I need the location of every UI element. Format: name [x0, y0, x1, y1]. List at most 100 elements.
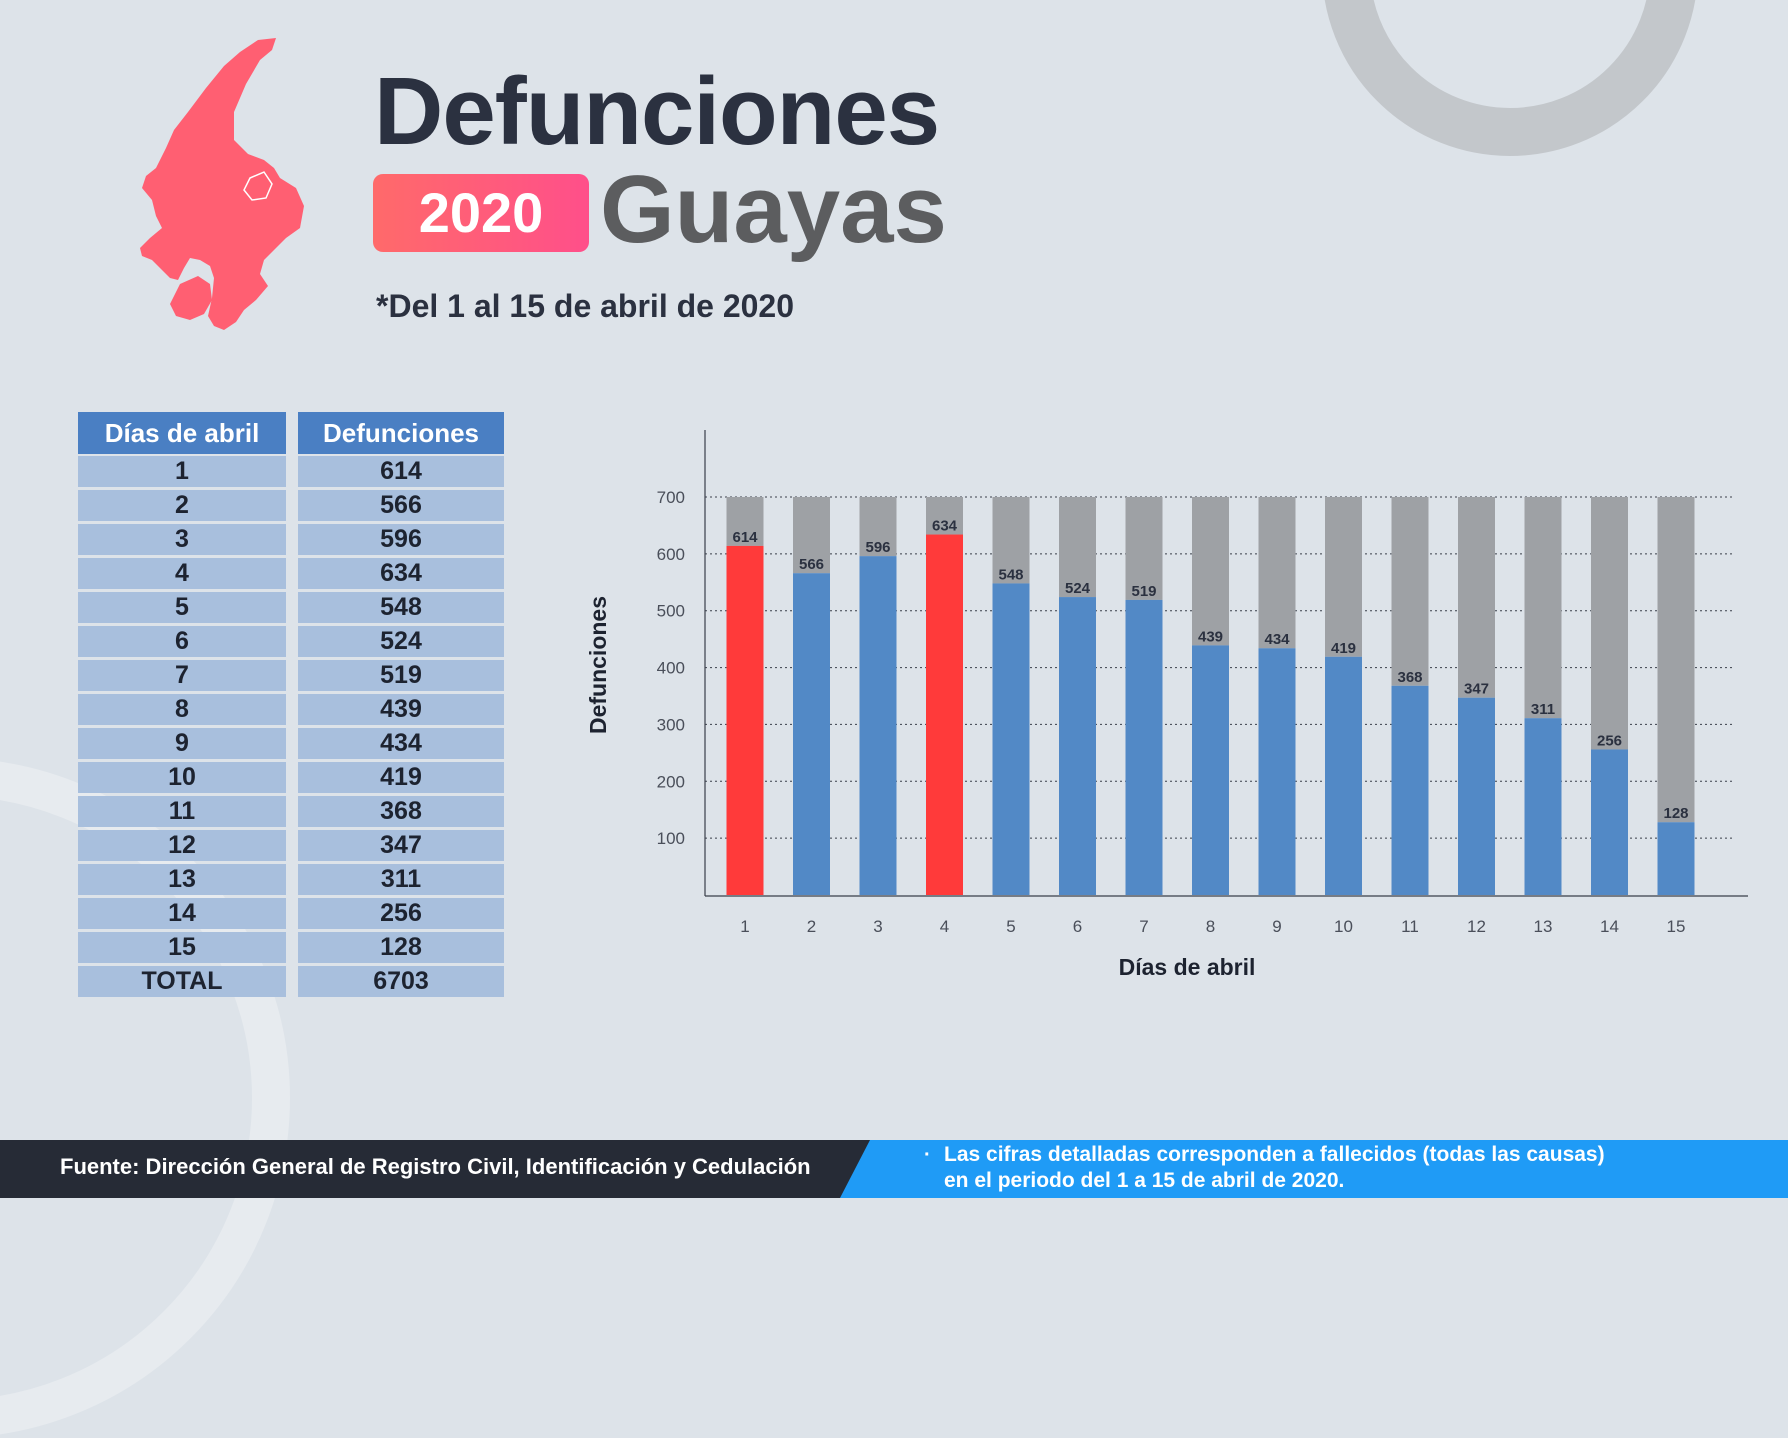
bar-value-label: 439: [1198, 628, 1223, 645]
x-tick-label: 15: [1667, 917, 1686, 936]
y-tick-label: 300: [657, 715, 685, 734]
bar: [1059, 597, 1096, 895]
bar-remainder: [992, 497, 1030, 584]
y-tick-label: 200: [657, 772, 685, 791]
table-header-days: Días de abril: [78, 412, 286, 454]
bar: [1657, 822, 1695, 895]
map-island: [170, 276, 212, 320]
bar: [1391, 685, 1429, 895]
y-axis-title: Defunciones: [585, 596, 611, 734]
bar-remainder: [1125, 497, 1163, 600]
table-days-column: Días de abril 1 2 3 4 5 6 7 8 9 10 11 12 13 14 15 TOTA…: [78, 412, 286, 1000]
bar-remainder: [726, 497, 764, 546]
table-cell-deaths: 439: [298, 694, 504, 725]
death-cells: 614 566 596 634 548 524 519 439 434 419 368 347 311 2…: [298, 456, 504, 963]
table-cell-deaths: 434: [298, 728, 504, 759]
footer-note: Las cifras detalladas corresponden a fal…: [944, 1142, 1605, 1194]
x-tick-label: 6: [1073, 917, 1082, 936]
x-tick-label: 8: [1206, 917, 1215, 936]
day-cells: 1 2 3 4 5 6 7 8 9 10 11 12 13 14 15: [78, 456, 286, 963]
bar-remainder: [859, 497, 897, 557]
table-cell-day: 9: [78, 728, 286, 759]
bar-value-label: 524: [1065, 580, 1091, 597]
region-title: Guayas: [600, 156, 947, 263]
bar: [992, 583, 1030, 895]
bar-value-label: 614: [732, 529, 758, 546]
footer-source: Fuente: Dirección General de Registro Ci…: [60, 1154, 811, 1179]
table-total-label: TOTAL: [78, 966, 286, 997]
x-axis-title: Días de abril: [1119, 954, 1256, 980]
bar-remainder: [1591, 497, 1628, 750]
x-tick-label: 12: [1467, 917, 1486, 936]
table-cell-day: 2: [78, 490, 286, 521]
table-deaths-column: Defunciones 614 566 596 634 548 524 519 439 434 4…: [298, 412, 504, 1000]
bar: [1258, 648, 1296, 895]
table-cell-day: 10: [78, 762, 286, 793]
y-tick-label: 500: [657, 602, 685, 621]
table-cell-deaths: 519: [298, 660, 504, 691]
bar: [1325, 656, 1362, 895]
x-tick-label: 14: [1600, 917, 1619, 936]
table-cell-day: 11: [78, 796, 286, 827]
table-cell-day: 5: [78, 592, 286, 623]
bar: [859, 556, 897, 895]
bar-value-label: 596: [865, 539, 890, 556]
table-cell-day: 1: [78, 456, 286, 487]
x-tick-label: 2: [807, 917, 816, 936]
guayas-map-icon: [140, 38, 304, 330]
table-header-deaths: Defunciones: [298, 412, 504, 454]
table-total-value: 6703: [298, 966, 504, 997]
x-tick-label: 7: [1139, 917, 1148, 936]
table-cell-deaths: 256: [298, 898, 504, 929]
bar-remainder: [1325, 497, 1362, 657]
bar-value-label: 566: [799, 556, 824, 573]
bar-value-label: 519: [1131, 583, 1156, 600]
bar-remainder: [1391, 497, 1429, 686]
bar-value-label: 419: [1331, 640, 1356, 657]
x-tick-label: 11: [1401, 917, 1419, 936]
table-cell-day: 6: [78, 626, 286, 657]
bar-remainder: [1524, 497, 1562, 719]
bar-value-label: 434: [1264, 631, 1290, 648]
bar: [1591, 749, 1628, 895]
deaths-bar-chart: 1002003004005006007006141566259636344548…: [585, 430, 1748, 980]
bar: [1125, 599, 1163, 895]
bar-remainder: [1258, 497, 1296, 649]
footer-note-line2: en el periodo del 1 a 15 de abril de 202…: [944, 1169, 1345, 1192]
bar-value-label: 368: [1397, 669, 1422, 686]
bar-remainder: [793, 497, 830, 574]
bar: [726, 545, 764, 895]
page-title: Defunciones: [374, 58, 940, 165]
map-canton-outline: [243, 171, 273, 201]
table-cell-deaths: 347: [298, 830, 504, 861]
bar: [926, 534, 963, 895]
table-cell-deaths: 614: [298, 456, 504, 487]
table-cell-deaths: 634: [298, 558, 504, 589]
date-range-subtitle: *Del 1 al 15 de abril de 2020: [376, 288, 795, 324]
map-mainland: [140, 38, 304, 330]
y-tick-label: 100: [657, 829, 685, 848]
year-badge: 2020: [373, 174, 589, 252]
x-tick-label: 4: [940, 917, 949, 936]
bar-value-label: 128: [1663, 805, 1688, 822]
table-cell-day: 4: [78, 558, 286, 589]
bar: [1524, 718, 1562, 895]
bar-remainder: [1059, 497, 1096, 598]
y-tick-label: 700: [657, 488, 685, 507]
bar-value-label: 311: [1531, 701, 1555, 718]
x-tick-label: 10: [1334, 917, 1353, 936]
table-cell-deaths: 548: [298, 592, 504, 623]
table-cell-deaths: 524: [298, 626, 504, 657]
x-tick-label: 13: [1534, 917, 1553, 936]
bar-value-label: 548: [998, 566, 1023, 583]
decorative-ring-top: [1322, 0, 1698, 156]
bar-remainder: [1458, 497, 1495, 698]
bar-value-label: 256: [1597, 732, 1622, 749]
footer-note-band: [840, 1140, 1788, 1198]
table-cell-deaths: 419: [298, 762, 504, 793]
bar-remainder: [1192, 497, 1229, 646]
table-cell-deaths: 368: [298, 796, 504, 827]
footer-bullet: ·: [924, 1144, 931, 1166]
bar: [1192, 645, 1229, 895]
table-cell-day: 13: [78, 864, 286, 895]
